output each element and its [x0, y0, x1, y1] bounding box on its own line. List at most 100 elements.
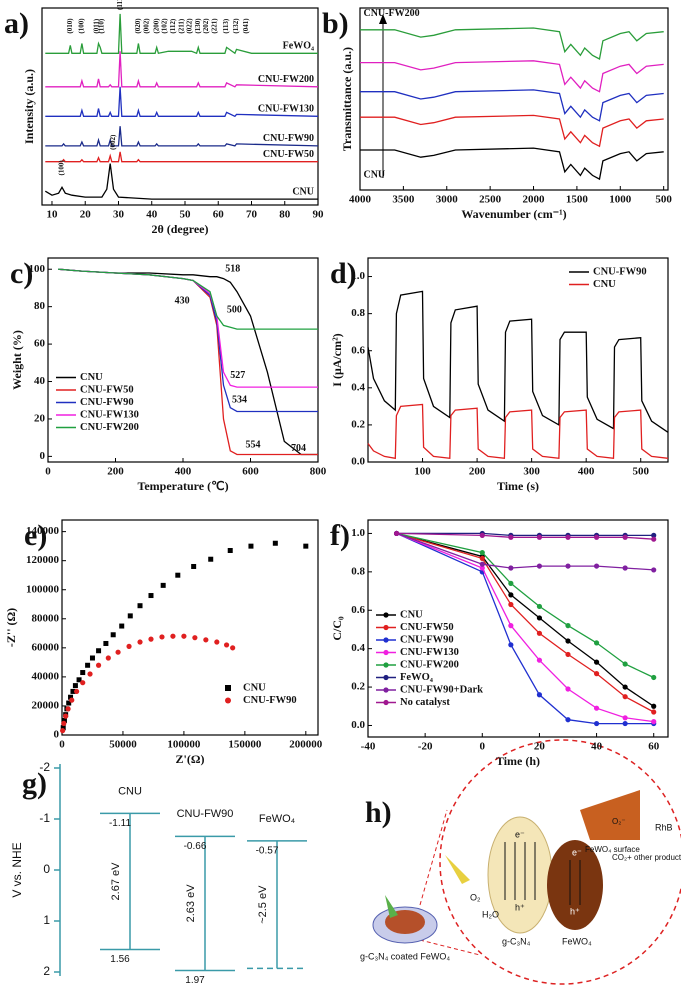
y-tick-label: 0	[43, 862, 50, 876]
plot-frame	[61, 519, 319, 736]
point	[148, 593, 154, 599]
annotation: 704	[291, 443, 306, 454]
point	[61, 717, 67, 723]
point	[159, 634, 165, 640]
series-line	[396, 532, 655, 713]
point	[63, 713, 69, 719]
x-tick-label: 60	[213, 209, 225, 221]
series-line	[45, 51, 319, 88]
x-tick-label: 400	[578, 466, 595, 478]
x-tick-label: 150000	[228, 739, 262, 751]
y-tick-label: 1	[43, 913, 50, 927]
point	[65, 706, 71, 712]
series-label: CNU	[292, 186, 314, 197]
annotation: (022)	[186, 18, 194, 34]
x-tick-label: 0	[45, 466, 51, 478]
point	[565, 638, 571, 644]
x-axis-title: Time (h)	[496, 754, 540, 768]
point	[60, 728, 66, 734]
point	[87, 671, 93, 677]
point	[170, 633, 176, 639]
o2-label: O₂	[470, 892, 481, 902]
annotation: (112)	[169, 18, 177, 33]
series-line	[396, 532, 655, 707]
point	[223, 642, 230, 648]
vb-label: 1.56	[110, 954, 130, 965]
point	[593, 640, 600, 646]
x-tick-label: 100000	[167, 739, 201, 751]
y-tick-label: 2	[43, 964, 50, 978]
annotation: 518	[225, 264, 240, 275]
y-tick-label: 80000	[32, 612, 60, 624]
point	[248, 543, 254, 549]
point	[565, 563, 571, 569]
fewo4-particle	[547, 840, 603, 930]
cb-label: -0.57	[256, 846, 279, 857]
series-line	[360, 27, 664, 60]
annotation: (002)	[142, 18, 150, 34]
point	[160, 582, 166, 588]
point	[208, 556, 214, 562]
series-label: CNU-FW90	[263, 133, 314, 144]
x-tick-label: 20	[534, 741, 546, 753]
cb-label: -0.66	[184, 841, 207, 852]
legend-symbol	[383, 662, 389, 668]
x-tick-label: 50000	[109, 739, 137, 751]
point	[536, 563, 543, 569]
electron-label: e⁻	[572, 847, 582, 857]
y-tick-label: 0.0	[351, 719, 365, 731]
y-tick-label: -2	[39, 760, 50, 774]
y-tick-label: 0.0	[351, 456, 365, 468]
point	[565, 651, 571, 658]
point	[115, 649, 121, 655]
y-tick-label: 0.2	[351, 418, 365, 430]
x-tick-label: 100	[414, 466, 431, 478]
point	[508, 623, 514, 629]
point	[651, 536, 657, 542]
point	[80, 680, 86, 686]
legend-label: CNU	[80, 372, 103, 383]
x-axis-title: 2θ (degree)	[151, 222, 208, 236]
x-tick-label: 40	[591, 741, 603, 753]
legend-label: CNU-FW90	[400, 634, 454, 645]
electron-label: e⁻	[515, 829, 525, 839]
annotation: 527	[230, 370, 245, 381]
panel-label: g)	[22, 767, 47, 800]
series-line	[367, 403, 669, 460]
point	[622, 694, 628, 700]
annotation: CNU-FW200	[363, 8, 419, 19]
y-axis-title: -Z'' (Ω)	[4, 608, 18, 647]
y-axis-title: Transmittance (a.u.)	[340, 47, 354, 151]
annotation: (100)	[58, 160, 66, 176]
fewo4-label: FeWO₄	[562, 936, 592, 946]
series-line	[360, 60, 664, 93]
category-label: FeWO₄	[259, 813, 296, 825]
point	[227, 548, 233, 554]
y-tick-label: 100	[29, 263, 46, 275]
legend-symbol	[383, 674, 389, 681]
annotation: (130)	[194, 18, 202, 34]
y-tick-label: 0.2	[351, 681, 365, 693]
series-line	[45, 126, 319, 147]
series-label: CNU-FW200	[258, 74, 314, 85]
series-line	[396, 532, 654, 725]
legend-label: CNU-FW50	[80, 384, 134, 395]
plot-frame	[359, 7, 669, 191]
annotation: (002)	[109, 134, 117, 150]
point	[536, 534, 543, 540]
annotation: 500	[227, 305, 242, 316]
plot-frame	[367, 257, 669, 463]
x-tick-label: 3500	[392, 194, 415, 206]
y-tick-label: 0.8	[351, 565, 365, 577]
annotation: (010)	[66, 18, 74, 34]
annotation: (113)	[222, 18, 230, 33]
series-line	[45, 13, 318, 55]
point	[80, 670, 86, 676]
point	[536, 657, 543, 663]
legend-label: CNU-FW130	[80, 409, 139, 420]
point	[137, 603, 143, 609]
point	[119, 623, 125, 629]
o2minus-label: O₂⁻	[612, 817, 626, 826]
series-line	[360, 147, 664, 181]
series-line	[45, 86, 319, 118]
